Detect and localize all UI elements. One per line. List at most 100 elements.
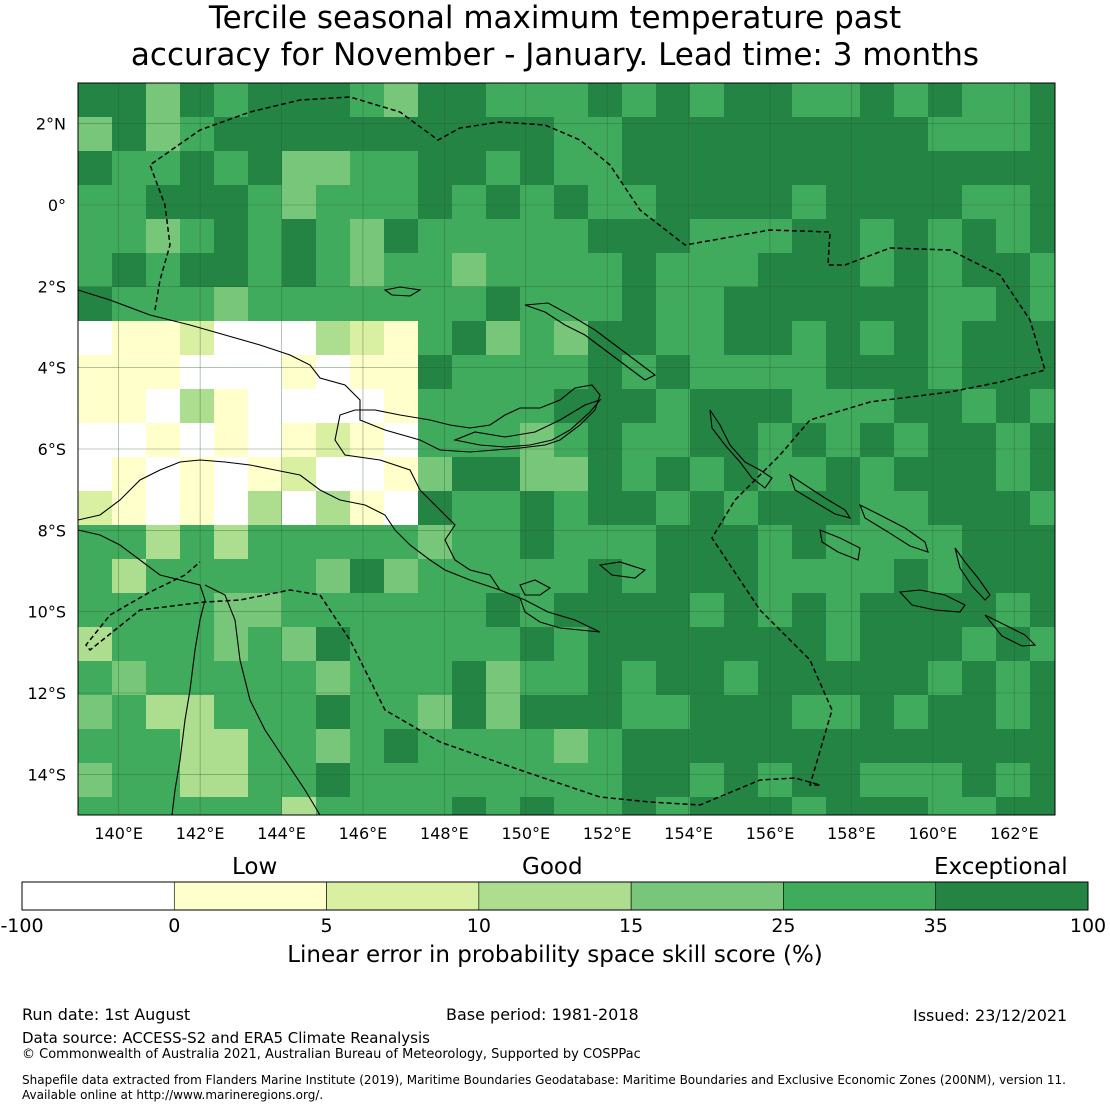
skill-cell [690,491,724,525]
skill-cell [486,593,520,627]
skill-cell [996,695,1030,729]
skill-cell [894,695,928,729]
skill-cell [248,457,282,491]
skill-cell [452,83,486,117]
skill-cell [282,151,316,185]
skill-cell [350,559,384,593]
skill-cell [928,661,962,695]
skill-cell [792,763,826,797]
colorbar-tick-label: 100 [1070,915,1106,937]
skill-cell [214,151,248,185]
skill-cell [622,253,656,287]
skill-cell [282,763,316,797]
lat-tick-label: 2°N [36,115,66,134]
new-ireland-coastline [524,302,657,381]
skill-cell [1030,287,1055,321]
skill-cell [78,627,112,661]
skill-cell [758,797,792,815]
skill-cell [418,151,452,185]
skill-cell [78,797,112,815]
skill-cell [520,491,554,525]
skill-cell [452,457,486,491]
skill-cell [860,185,894,219]
skill-cell [78,151,112,185]
skill-cell [758,83,792,117]
skill-cell [418,321,452,355]
skill-cell [146,525,180,559]
lat-tick-label: 6°S [38,440,66,459]
makira-coastline [984,614,1037,647]
skill-cell [384,287,418,321]
skill-cell [78,253,112,287]
skill-cell [520,151,554,185]
skill-cell [554,253,588,287]
skill-cell [180,457,214,491]
skill-cell [78,423,112,457]
skill-cell [384,83,418,117]
skill-cell [350,423,384,457]
skill-cell [350,491,384,525]
skill-cell [622,151,656,185]
colorbar-bin [478,881,632,911]
graticule [78,83,1055,815]
skill-cell [962,763,996,797]
skill-cell [792,321,826,355]
skill-cell [418,661,452,695]
skill-cell [656,185,690,219]
skill-cell [282,457,316,491]
skill-cell [1030,763,1055,797]
colorbar-bin [783,881,937,911]
skill-cell [826,253,860,287]
title-line-2: accuracy for November - January. Lead ti… [130,37,980,73]
skill-cell [588,287,622,321]
lon-tick-label: 144°E [257,824,306,843]
skill-cell [316,185,350,219]
skill-cell [928,457,962,491]
skill-cell [316,253,350,287]
base-period: Base period: 1981-2018 [446,1005,639,1024]
skill-cell [962,695,996,729]
skill-cell [588,695,622,729]
skill-cell [112,219,146,253]
skill-cell [826,797,860,815]
skill-cell [588,627,622,661]
skill-cell [622,729,656,763]
skill-cell [248,219,282,253]
skill-cell [112,117,146,151]
lon-tick-label: 150°E [501,824,550,843]
skill-cell [758,491,792,525]
skill-cell [350,525,384,559]
skill-cell [792,287,826,321]
skill-cell [78,83,112,117]
skill-cell [690,525,724,559]
data-source: Data source: ACCESS-S2 and ERA5 Climate … [22,1029,430,1047]
skill-cell [656,355,690,389]
skill-cell [418,117,452,151]
skill-cell [792,491,826,525]
skill-cell [724,491,758,525]
skill-cell [282,627,316,661]
skill-cell [282,219,316,253]
skill-cell [180,219,214,253]
skill-cell [214,661,248,695]
skill-cell [1030,661,1055,695]
skill-cell [724,117,758,151]
skill-cell [554,321,588,355]
skill-cell [452,219,486,253]
skill-cell [214,117,248,151]
skill-cell [656,491,690,525]
skill-cell [962,729,996,763]
skill-cell [860,763,894,797]
skill-cell [316,83,350,117]
skill-cell [146,83,180,117]
skill-cell [758,389,792,423]
skill-cell [316,525,350,559]
skill-cell [248,661,282,695]
skill-cell [962,185,996,219]
skill-cell [894,797,928,815]
skill-cell [656,117,690,151]
skill-cell [656,83,690,117]
skill-cell [316,355,350,389]
skill-cell [690,389,724,423]
skill-cell [758,525,792,559]
